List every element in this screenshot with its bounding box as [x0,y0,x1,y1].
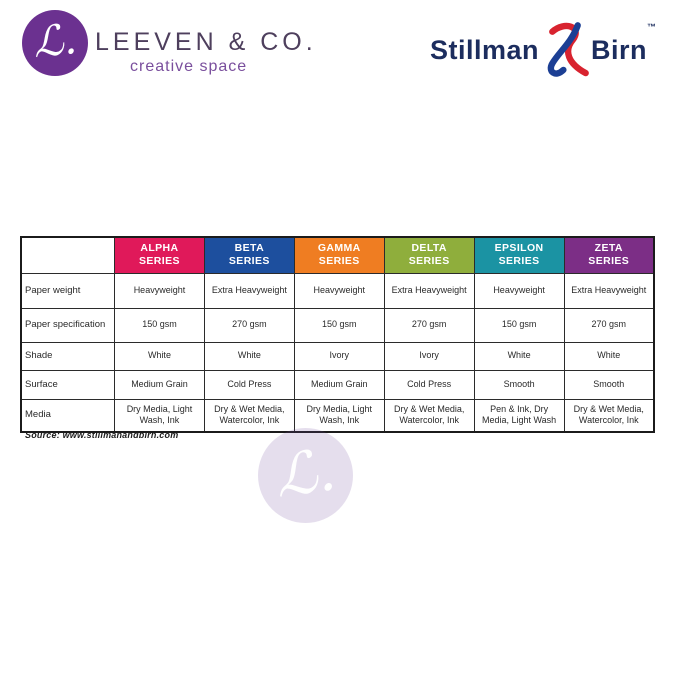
table-cell: White [114,341,205,371]
table-row: Surface Medium Grain Cold Press Medium Grai… [20,369,655,400]
birn-word: Birn [591,34,647,65]
leeven-tagline: creative space [130,58,248,75]
table-cell: 270 gsm [383,307,475,343]
table-cell: Cold Press [203,369,295,400]
table-cell: Dry Media, Light Wash, Ink [114,398,205,433]
stillman-word: Stillman [429,34,539,65]
source-note: Source: www.stillmanandbirn.com [25,430,179,440]
table-cell: Extra Heavyweight [563,272,655,309]
ampersand-red-stroke [549,22,589,77]
row-label: Paper specification [20,307,115,343]
table-cell: Dry & Wet Media, Watercolor, Ink [563,398,655,433]
leeven-logo: ℒ. LEEVEN & CO. creative space [22,8,352,80]
series-header-gamma: GAMMA SERIES [293,236,385,274]
table-cell: White [203,341,295,371]
row-label: Media [20,398,115,433]
table-cell: 150 gsm [473,307,565,343]
ampersand-blue-stroke [547,22,581,77]
table-cell: Dry Media, Light Wash, Ink [293,398,385,433]
table-cell: 150 gsm [293,307,385,343]
table-row: Paper specification 150 gsm 270 gsm 150 gsm… [20,307,655,343]
table-cell: 270 gsm [203,307,295,343]
table-row: Paper weight Heavyweight Extra Heavyweight… [20,272,655,309]
table-cell: Pen & Ink, Dry Media, Light Wash [473,398,565,433]
series-header-beta: BETA SERIES [203,236,295,274]
leeven-wordmark: LEEVEN & CO. [95,28,317,56]
stillman-birn-logo: Stillman Birn ™ [430,18,656,82]
table-cell: Dry & Wet Media, Watercolor, Ink [383,398,475,433]
trademark-symbol: ™ [647,22,656,32]
table-cell: Ivory [383,341,475,371]
series-header-alpha: ALPHA SERIES [114,236,205,274]
row-label: Surface [20,369,115,400]
table-container: ALPHA SERIES BETA SERIES GAMMA SERIES DELTA… [20,236,655,433]
corner-cell [20,236,115,274]
table-cell: Extra Heavyweight [203,272,295,309]
table-row: Media Dry Media, Light Wash, Ink Dry & Wet… [20,398,655,433]
table-head: ALPHA SERIES BETA SERIES GAMMA SERIES DELTA… [20,236,655,274]
watermark: ℒ. [258,428,353,523]
table-cell: Dry & Wet Media, Watercolor, Ink [203,398,295,433]
table-cell: Heavyweight [473,272,565,309]
table-cell: 150 gsm [114,307,205,343]
table-cell: Heavyweight [114,272,205,309]
table-cell: Heavyweight [293,272,385,309]
leeven-logo-circle: ℒ. [22,10,88,76]
ampersand-icon [547,22,589,77]
table-cell: White [473,341,565,371]
table-cell: Medium Grain [293,369,385,400]
table-cell: Smooth [563,369,655,400]
leeven-monogram-icon: ℒ. [30,13,80,68]
table-cell: 270 gsm [563,307,655,343]
watermark-monogram-icon: ℒ. [270,434,341,511]
series-header-delta: DELTA SERIES [383,236,475,274]
series-header-epsilon: EPSILON SERIES [473,236,565,274]
table-cell: Smooth [473,369,565,400]
table-cell: Cold Press [383,369,475,400]
table-cell: Medium Grain [114,369,205,400]
table-row: Shade White White Ivory Ivory White White [20,341,655,371]
series-header-zeta: ZETA SERIES [563,236,655,274]
row-label: Shade [20,341,115,371]
table-cell: Extra Heavyweight [383,272,475,309]
row-label: Paper weight [20,272,115,309]
table-cell: Ivory [293,341,385,371]
table-body: Paper weight Heavyweight Extra Heavyweight… [20,272,655,433]
series-table: ALPHA SERIES BETA SERIES GAMMA SERIES DELTA… [20,236,655,433]
table-cell: White [563,341,655,371]
